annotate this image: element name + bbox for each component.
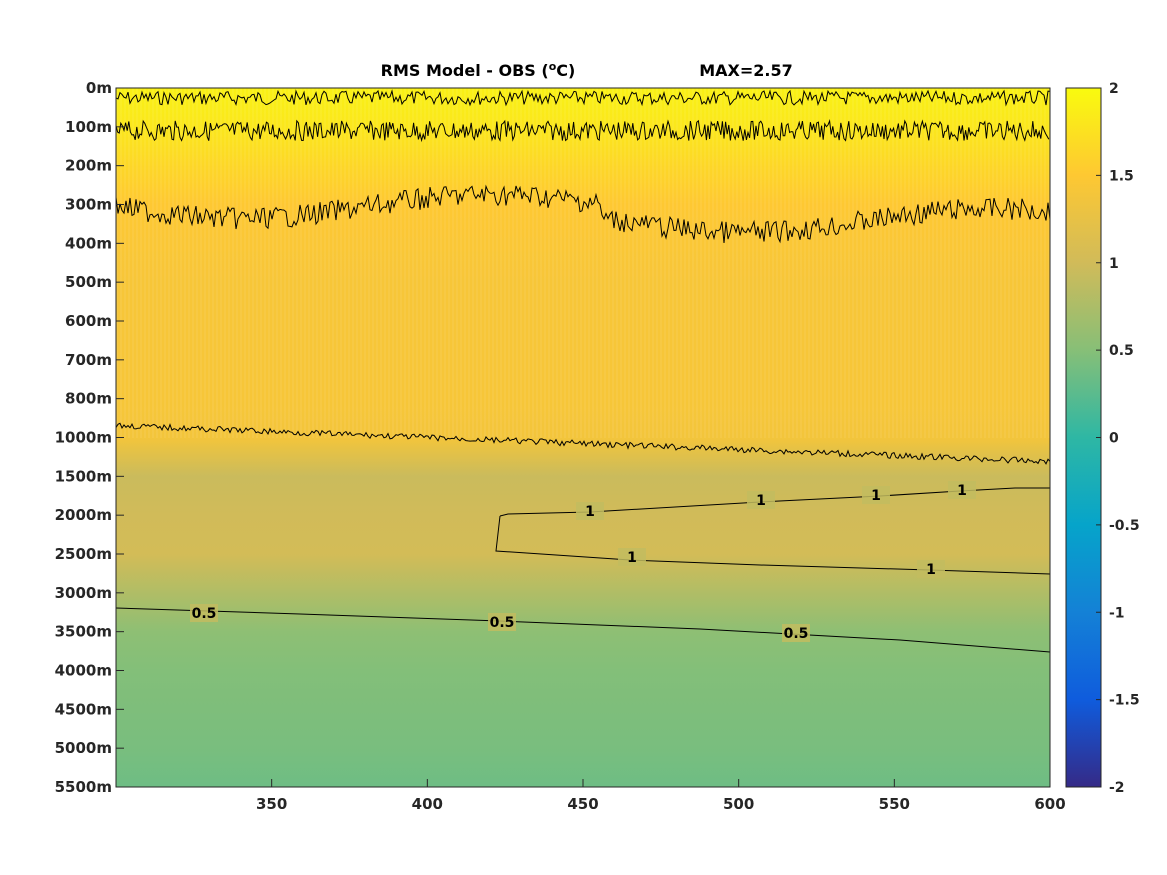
contour-label-bg (948, 481, 976, 499)
title-unit-after: C) (556, 61, 575, 80)
y-tick-label: 1500m (55, 467, 112, 485)
x-tick-label: 600 (1034, 795, 1065, 813)
contour-label: 1 (756, 493, 766, 509)
contour-label-bg (862, 486, 890, 504)
colorbar-tick-label: 0.5 (1109, 343, 1134, 359)
colorbar-tick-label: 1 (1109, 256, 1119, 272)
y-tick-label: 0m (86, 79, 112, 97)
colorbar-bar (1065, 87, 1102, 788)
y-tick-label: 4500m (55, 700, 112, 718)
colorbar-tick-label: 1.5 (1109, 168, 1134, 184)
colorbar-tick-label: 0 (1109, 431, 1119, 447)
contour-label-bg (576, 502, 604, 520)
y-tick-label: 400m (65, 234, 112, 252)
colorbar: 2 1.5 1 0.5 0 -0.5 -1 -1.5 -2 (1065, 81, 1140, 796)
x-tick-label: 500 (723, 795, 754, 813)
x-axis: 350 400 450 500 550 600 (256, 779, 1066, 813)
heatmap-stripes (116, 88, 1050, 438)
y-tick-label: 4000m (55, 662, 112, 680)
contour-label-bg (782, 624, 810, 642)
chart-title: RMS Model - OBS (oC) (381, 60, 576, 81)
contour-label-bg (917, 560, 945, 578)
contour-line-1 (115, 422, 1051, 465)
y-axis: 0m 100m 200m 300m 400m 500m 600m 700m 800m 1000m 1… (55, 79, 124, 796)
colorbar-tick-label: -0.5 (1109, 518, 1140, 534)
contour-label-bg (488, 613, 516, 631)
x-tick-label: 550 (879, 795, 910, 813)
y-tick-label: 2000m (55, 506, 112, 524)
colorbar-tick-label: -1.5 (1109, 693, 1140, 709)
contour-label: 0.5 (784, 626, 809, 642)
contour-label: 1 (957, 483, 967, 499)
y-tick-label: 3500m (55, 623, 112, 641)
contour-label-bg (618, 548, 646, 566)
contour-line-1 (495, 515, 1051, 575)
contour-label-bg (747, 491, 775, 509)
contour-line-noisy (115, 184, 1051, 244)
contour-line-1 (499, 487, 1050, 517)
colorbar-tick-label: -1 (1109, 605, 1125, 621)
contour-label: 1 (871, 488, 881, 504)
x-tick-label: 400 (412, 795, 443, 813)
contour-lines: 0.5 0.5 0.5 1 1 1 1 1 1 (115, 89, 1051, 653)
y-tick-label: 800m (65, 390, 112, 408)
colorbar-tick-label: 2 (1109, 81, 1119, 97)
contour-label: 0.5 (192, 606, 217, 622)
contour-label-bg (190, 604, 218, 622)
contour-label: 1 (585, 504, 595, 520)
y-tick-label: 600m (65, 312, 112, 330)
title-unit-sup: o (549, 60, 557, 73)
y-tick-label: 3000m (55, 584, 112, 602)
chart-max-label: MAX=2.57 (699, 61, 793, 80)
y-tick-label: 5500m (55, 778, 112, 796)
contour-line-noisy (115, 119, 1050, 143)
x-tick-label: 450 (567, 795, 598, 813)
x-tick-label: 350 (256, 795, 287, 813)
contour-label: 0.5 (490, 615, 515, 631)
y-tick-label: 5000m (55, 739, 112, 757)
y-tick-label: 100m (65, 118, 112, 136)
title-left: RMS Model - OBS ( (381, 61, 549, 80)
y-tick-label: 2500m (55, 545, 112, 563)
contour-label: 1 (926, 562, 936, 578)
contour-line-0-5 (115, 607, 1051, 653)
colorbar-ticks: 2 1.5 1 0.5 0 -0.5 -1 -1.5 -2 (1096, 81, 1140, 796)
y-tick-label: 700m (65, 351, 112, 369)
contour-label: 1 (627, 550, 637, 566)
y-tick-label: 500m (65, 273, 112, 291)
y-tick-label: 200m (65, 157, 112, 175)
y-tick-label: 1000m (55, 429, 112, 447)
contour-line-noisy (115, 89, 1051, 107)
y-tick-label: 300m (65, 196, 112, 214)
plot-area: 0.5 0.5 0.5 1 1 1 1 1 1 (115, 87, 1051, 788)
colorbar-tick-label: -2 (1109, 780, 1125, 796)
